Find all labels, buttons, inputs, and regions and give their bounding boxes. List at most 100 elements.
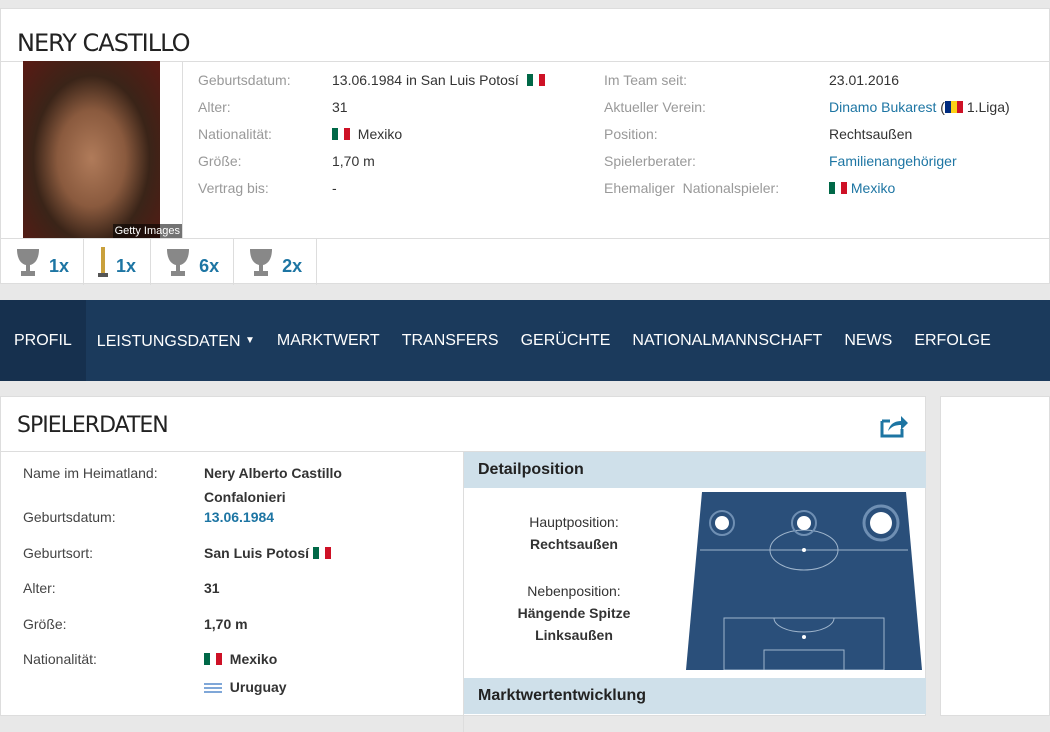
paren: ) [1005,99,1010,115]
romania-flag-icon [944,101,963,113]
nav-tab[interactable]: GERÜCHTE [510,300,622,381]
info-value-text: 31 [332,99,348,115]
row-label: Geburtsort: [23,544,94,561]
info-value-text: 13.06.1984 in San Luis Potosí [332,72,519,88]
info-value-text: Mexiko [357,126,403,142]
info-label: Geburtsdatum: [198,72,291,88]
section-title: SPIELERDATEN [17,413,169,438]
nav-tab[interactable]: LEISTUNGSDATEN ▼ [86,300,266,381]
trophy-item[interactable]: 2x [234,239,318,285]
side-position: Linksaußen [535,627,613,643]
info-label: Größe: [198,153,242,169]
mexico-flag-icon [829,182,847,194]
detailposition-box: Detailposition Hauptposition: Rechtsaußen… [463,452,926,732]
national-label: Ehemaliger Nationalspieler: [604,180,780,196]
club-label: Aktueller Verein: [604,99,706,115]
mexico-flag-icon [526,74,545,86]
trophy-count: 2x [282,255,303,276]
market-title: Marktwertentwicklung [464,678,926,714]
data-row: Geburtsdatum: 13.06.1984 [23,509,374,545]
trophy-icon [167,249,190,276]
team-since-label: Im Team seit: [604,72,687,88]
spielerdaten-panel: SPIELERDATEN Name im Heimatland: Nery Alb… [0,396,926,732]
position-marker-lw [709,510,735,536]
data-row: Nationalität: Mexiko Uruguay [23,651,374,699]
mexico-flag-icon [204,653,222,665]
row-label: Name im Heimatland: [23,465,158,481]
nav-tab[interactable]: ERFOLGE [903,300,1001,381]
data-row: Größe: 1,70 m [23,616,374,652]
row-value[interactable]: 13.06.1984 [204,509,275,525]
detailposition-title: Detailposition [464,452,926,488]
photo-credit: Getty Images [112,224,182,238]
trophy-item[interactable]: 1x [84,239,152,285]
nav-tab[interactable]: PROFIL [0,300,86,381]
uruguay-flag-icon [204,681,222,693]
nav-label: NEWS [844,332,893,349]
row-label: Alter: [23,580,56,596]
side-panel [940,396,1050,716]
info-label: Alter: [198,99,231,115]
row-value: Mexiko [229,651,278,667]
data-row: Geburtsort: San Luis Potosí [23,545,374,581]
info-value-text: 1,70 m [332,153,375,169]
row-value: 31 [204,580,220,596]
mexico-flag-icon [312,546,331,559]
award-icon [98,247,109,277]
nav-tab[interactable]: TRANSFERS [391,300,510,381]
row-label: Größe: [23,615,67,632]
row-label: Nationalität: [23,651,97,667]
info-label: Nationalität: [198,126,272,142]
main-position: Rechtsaußen [530,536,618,552]
player-photo: Getty Images [23,61,182,238]
position-value: Rechtsaußen [829,126,913,142]
info-value: Mexiko [332,126,402,142]
team-since-value: 23.01.2016 [829,72,900,88]
trophy-icon [17,249,39,276]
info-value: 31 [332,99,348,115]
agent-link[interactable]: Familienangehöriger [829,153,957,169]
row-value: Uruguay [229,679,287,695]
nav-label: LEISTUNGSDATEN [96,333,241,350]
info-value: 1,70 m [332,153,375,169]
trophy-item[interactable]: 6x [151,239,235,285]
position-marker-ss [791,510,817,536]
mexico-flag-icon [332,128,350,140]
trophy-count: 1x [49,255,70,276]
info-label: Vertrag bis: [198,180,269,196]
player-header: NERY CASTILLO Getty Images Geburtsdatum:… [0,8,1050,285]
player-name: NERY CASTILLO [17,29,190,57]
info-value: - [332,180,337,196]
trophy-count: 6x [199,255,220,276]
row-value: Nery Alberto Castillo Confalonieri [204,465,342,505]
position-marker-rw [862,504,900,542]
trophy-item[interactable]: 1x [1,239,85,285]
info-value-text: - [332,180,337,196]
nav-label: PROFIL [14,332,72,349]
nav-tab[interactable]: NATIONALMANNSCHAFT [621,300,833,381]
row-label: Geburtsdatum: [23,509,116,525]
national-link[interactable]: Mexiko [850,180,896,196]
league-link[interactable]: 1.Liga [966,99,1005,115]
trophy-count: 1x [116,255,137,276]
info-value: 13.06.1984 in San Luis Potosí [332,72,545,88]
side-position-label: Nebenposition: [527,583,621,599]
nav-label: GERÜCHTE [520,332,611,349]
nav-label: TRANSFERS [401,332,499,349]
main-position-label: Hauptposition: [529,514,619,530]
side-position: Hängende Spitze [517,605,631,621]
nav-label: ERFOLGE [914,332,991,349]
club-link[interactable]: Dinamo Bukarest [829,99,937,115]
nav-tab[interactable]: MARKTWERT [266,300,391,381]
row-value: San Luis Potosí [204,544,310,561]
dropdown-caret-icon: ▼ [244,335,255,346]
trophy-icon [250,249,273,276]
pitch-diagram [686,492,922,670]
paren: ( [936,99,945,115]
nav-tab[interactable]: NEWS [833,300,903,381]
nav-label: NATIONALMANNSCHAFT [632,332,823,349]
agent-label: Spielerberater: [604,153,696,169]
data-row: Alter: 31 [23,580,374,616]
share-icon[interactable] [879,413,909,439]
nav-label: MARKTWERT [276,332,380,349]
